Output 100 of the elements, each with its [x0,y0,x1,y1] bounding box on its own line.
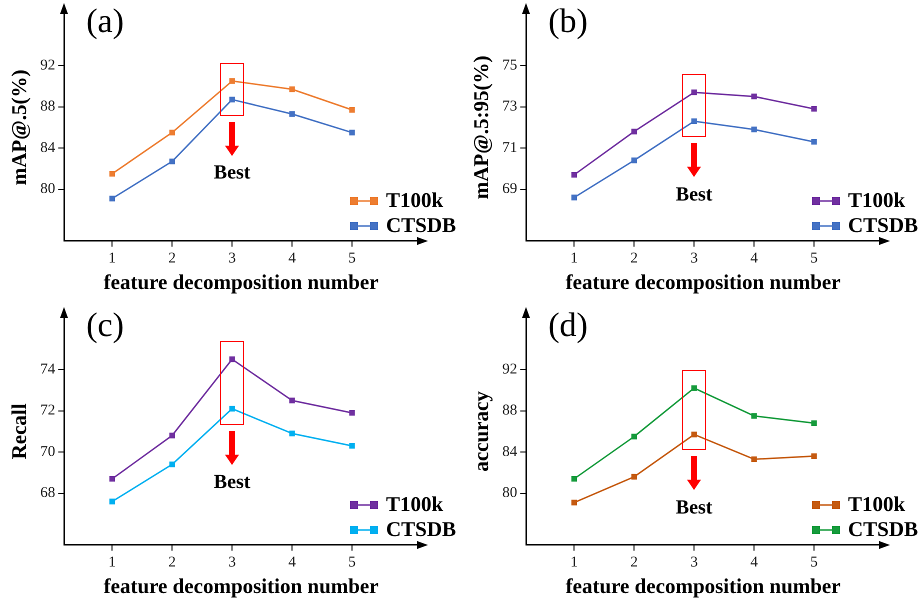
y-tick-label: 74 [40,361,56,378]
x-tick-label: 3 [690,554,698,571]
point [691,118,697,124]
x-tick-label: 4 [750,250,758,267]
x-tick-label: 1 [108,250,116,267]
point [349,443,355,449]
chart-title: (c) [86,306,124,344]
point [571,476,577,482]
y-tick-label: 73 [502,98,518,115]
legend-label: T100k [386,492,444,517]
point [289,430,295,436]
chart-title: (b) [548,2,588,40]
point [169,130,175,136]
point [811,139,817,145]
point [691,90,697,96]
legend-label: CTSDB [386,213,456,238]
point [349,130,355,136]
legend-label: CTSDB [848,213,918,238]
point [169,158,175,164]
point [571,194,577,200]
y-tick-label: 80 [40,181,56,198]
x-tick-label: 5 [810,250,818,267]
legend-label: CTSDB [386,517,456,542]
x-axis-title: feature decomposition number [104,574,379,598]
point [169,462,175,468]
y-tick-label: 88 [40,98,56,115]
point [571,172,577,178]
point [691,385,697,391]
point [289,86,295,92]
y-tick-label: 88 [502,402,518,419]
annotation: Best [214,162,251,184]
x-tick-label: 5 [348,250,356,267]
point [289,111,295,117]
y-axis-title: Recall [7,403,32,460]
y-tick-label: 75 [502,57,518,74]
y-axis-title: mAP@.5:95(%) [469,56,494,200]
point [169,432,175,438]
point [109,498,115,504]
x-axis-title: feature decomposition number [104,270,379,294]
point [229,78,235,84]
x-tick-label: 5 [348,554,356,571]
point [811,420,817,426]
x-tick-label: 4 [288,250,296,267]
point [631,474,637,480]
x-axis-title: feature decomposition number [566,270,841,294]
point [691,432,697,438]
point [631,158,637,164]
y-tick-label: 72 [40,402,56,419]
point [751,126,757,132]
point [751,456,757,462]
legend-label: CTSDB [848,517,918,542]
x-tick-label: 3 [228,554,236,571]
y-tick-label: 68 [40,485,56,502]
y-tick-label: 80 [502,485,518,502]
point [229,96,235,102]
x-tick-label: 3 [690,250,698,267]
x-tick-label: 4 [288,554,296,571]
point [109,170,115,177]
annotation: Best [676,496,713,519]
x-tick-label: 1 [570,554,578,571]
y-tick-label: 92 [40,57,56,74]
y-tick-label: 84 [502,444,518,460]
point [229,356,235,362]
x-tick-label: 4 [750,554,758,571]
y-tick-label: 69 [502,181,518,198]
annotation: Best [214,470,251,493]
x-tick-label: 2 [630,250,638,267]
point [751,94,757,100]
point [229,406,235,412]
point [811,106,817,112]
point [289,398,295,404]
x-tick-label: 3 [228,250,236,267]
chart-title: (a) [86,2,124,40]
y-tick-label: 92 [502,361,518,378]
point [109,196,115,202]
point [631,434,637,440]
y-tick-label: 84 [40,140,56,156]
x-axis-title: feature decomposition number [566,574,841,598]
annotation: Best [676,183,713,206]
chart-title: (d) [548,306,588,344]
x-tick-label: 2 [168,250,176,267]
y-tick-label: 71 [502,140,518,156]
legend-label: T100k [386,188,444,213]
legend-label: T100k [848,492,906,517]
point [751,413,757,419]
x-tick-label: 1 [570,250,578,267]
point [349,410,355,416]
x-tick-label: 2 [168,554,176,571]
point [571,500,577,506]
x-tick-label: 5 [810,554,818,571]
point [631,128,637,134]
point [349,107,355,113]
point [811,453,817,459]
y-axis-title: mAP@.5(%) [7,70,32,186]
legend-label: T100k [848,188,906,213]
point [109,476,115,482]
y-tick-label: 70 [40,444,56,460]
y-axis-title: accuracy [469,390,494,472]
x-tick-label: 1 [108,554,116,571]
x-tick-label: 2 [630,554,638,571]
